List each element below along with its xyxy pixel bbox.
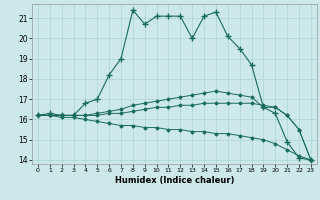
X-axis label: Humidex (Indice chaleur): Humidex (Indice chaleur) bbox=[115, 176, 234, 185]
